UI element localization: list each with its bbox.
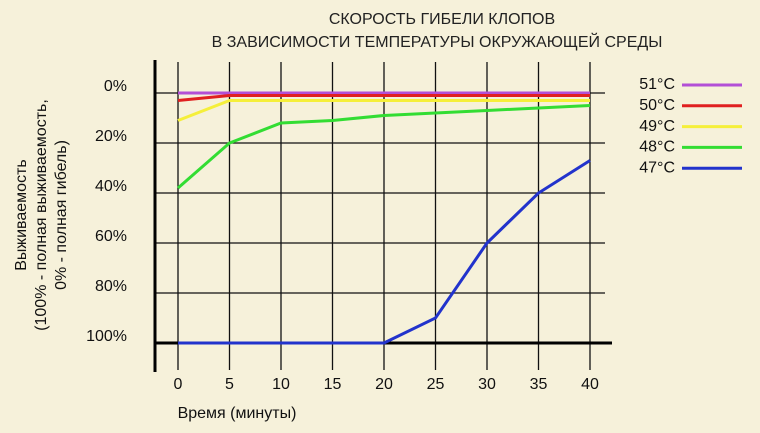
legend-label: 48°C [639,139,675,156]
y-axis-label-line: (100% - полная выживаемость, [33,99,50,331]
legend-label: 47°C [639,159,675,176]
y-tick-label: 0% [104,78,127,95]
legend-label: 50°C [639,97,675,114]
series-line [177,94,590,102]
x-tick-label: 30 [478,376,496,393]
series-line [177,104,591,190]
x-axis-label: Время (минуты) [178,405,297,422]
y-axis-label: Выживаемость (100% - полная выживаемость… [13,99,70,331]
y-tick-label: 80% [95,278,127,295]
x-tick-label: 35 [530,376,548,393]
x-tick-label: 0 [174,376,183,393]
y-tick-label: 20% [95,128,127,145]
x-tick-label: 15 [324,376,342,393]
y-tick-label: 40% [95,178,127,195]
chart-title: СКОРОСТЬ ГИБЕЛИ КЛОПОВ [329,11,555,28]
y-axis-label-line: Выживаемость [13,159,30,271]
chart-title: В ЗАВИСИМОСТИ ТЕМПЕРАТУРЫ ОКРУЖАЮЩЕЙ СРЕ… [212,32,663,51]
legend-label: 49°C [639,118,675,135]
x-tick-label: 40 [581,376,599,393]
legend-label: 51°C [639,76,675,93]
x-tick-label: 20 [375,376,393,393]
series-line [177,99,590,122]
x-tick-label: 25 [427,376,445,393]
y-tick-label: 100% [86,328,127,345]
x-tick-label: 5 [225,376,234,393]
y-tick-label: 60% [95,228,127,245]
series-line [178,159,591,345]
x-tick-label: 10 [272,376,290,393]
y-axis-label-line: 0% - полная гибель) [53,140,70,290]
